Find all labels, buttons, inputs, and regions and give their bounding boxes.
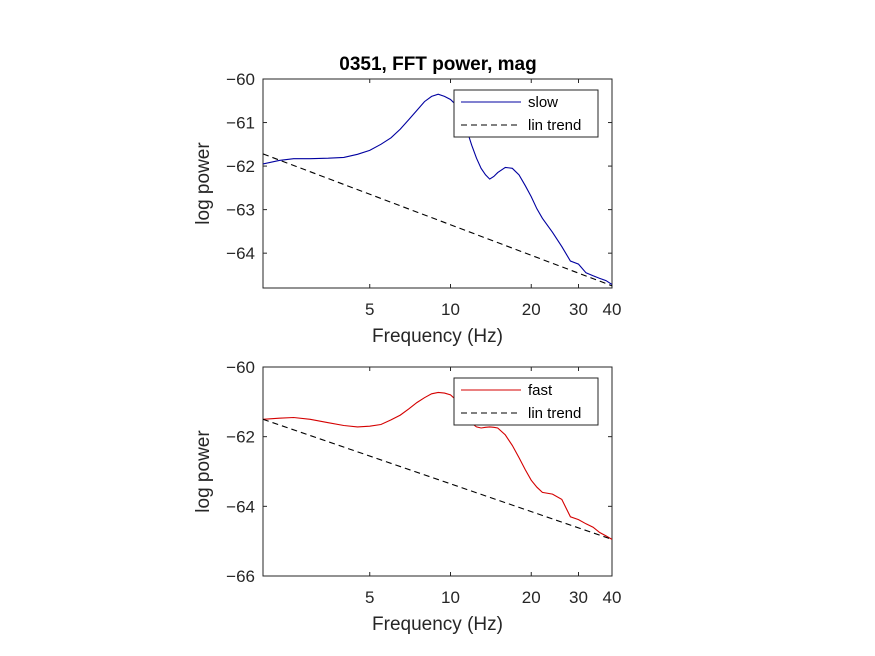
x-tick-label: 5 [365,588,374,607]
series-line-trend [263,418,612,540]
y-tick-label: −64 [226,497,255,516]
y-axis-label: log power [193,430,214,513]
chart-title: 0351, FFT power, mag [339,54,536,75]
legend-label: slow [528,94,558,111]
y-tick-label: −60 [226,70,255,89]
top-panel: 5 10 20 30 40 −60 −61 −62 −63 −64 Frequency (Hz) lo… [193,70,621,347]
legend-box [453,377,599,426]
legend-box [453,89,599,138]
x-tick-label: 30 [569,588,588,607]
x-axis-label: Frequency (Hz) [372,614,503,635]
y-tick-label: −64 [226,244,255,263]
bottom-panel: 5 10 20 30 40 −60 −62 −64 −66 Frequency (Hz) log p… [193,358,621,635]
y-tick-label: −66 [226,567,255,586]
series-line-trend [263,153,612,287]
x-tick-label: 20 [522,588,541,607]
legend-label: lin trend [528,117,581,134]
x-tick-label: 10 [441,588,460,607]
y-axis-label: log power [193,142,214,225]
x-tick-label: 5 [365,300,374,319]
y-tick-label: −62 [226,428,255,447]
series-line-slow [263,93,612,285]
legend-label: fast [528,382,553,399]
legend: slow lin trend [453,89,599,138]
x-tick-label: 10 [441,300,460,319]
x-tick-label: 20 [522,300,541,319]
y-tick-label: −60 [226,358,255,377]
legend: fast lin trend [453,377,599,426]
y-tick-label: −63 [226,201,255,220]
x-tick-label: 40 [603,300,622,319]
y-tick-label: −61 [226,114,255,133]
x-tick-label: 40 [603,588,622,607]
legend-label: lin trend [528,405,581,422]
y-tick-label: −62 [226,157,255,176]
x-axis-label: Frequency (Hz) [372,326,503,347]
x-tick-label: 30 [569,300,588,319]
